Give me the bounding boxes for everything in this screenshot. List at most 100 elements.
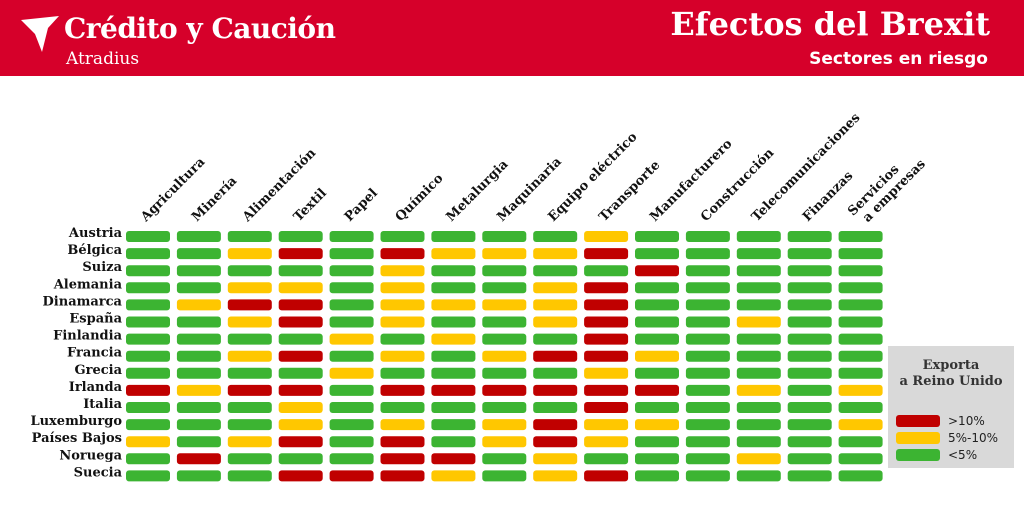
heatmap-cell: [329, 333, 374, 345]
heatmap-cell: [533, 350, 578, 362]
heatmap-cell: [176, 248, 221, 260]
heatmap-cell: [685, 316, 730, 328]
row-label-austria: Austria: [68, 226, 123, 241]
heatmap-cell: [278, 384, 323, 396]
heatmap-cell: [431, 231, 476, 242]
heatmap-cell: [584, 419, 629, 431]
heatmap-cell: [278, 248, 323, 260]
heatmap-cell: [227, 265, 272, 277]
heatmap-cell: [482, 402, 527, 413]
heatmap-cell: [635, 316, 679, 328]
heatmap-cell: [685, 231, 730, 242]
heatmap-cell: [533, 470, 578, 482]
heatmap-cell: [380, 419, 425, 431]
heatmap-cell: [431, 402, 476, 413]
heatmap-cell: [584, 384, 629, 396]
heatmap-cell: [380, 350, 425, 362]
heatmap-cell: [227, 453, 272, 465]
heatmap-cell: [635, 265, 679, 277]
heatmap-cell: [126, 402, 170, 413]
heatmap-cell: [584, 316, 629, 328]
heatmap-cell: [787, 453, 832, 465]
legend-label-high: >10%: [948, 414, 985, 428]
heatmap-cell: [685, 436, 730, 448]
heatmap-cell: [838, 453, 883, 465]
heatmap-cell: [838, 402, 883, 413]
heatmap-cell: [380, 231, 425, 242]
column-label-mineria: Minería: [189, 173, 241, 225]
heatmap-cell: [329, 402, 374, 413]
heatmap-cell: [736, 436, 781, 448]
heatmap-cell: [329, 282, 374, 294]
column-label-quimico: Químico: [393, 171, 447, 225]
heatmap-cell: [126, 333, 170, 345]
heatmap-cell: [685, 402, 730, 413]
heatmap-cell: [635, 470, 679, 482]
heatmap-cell: [482, 419, 527, 431]
heatmap-cell: [838, 299, 883, 311]
heatmap-cell: [431, 299, 476, 311]
heatmap-cell: [685, 453, 730, 465]
heatmap-cell: [838, 231, 883, 242]
heatmap-cell: [482, 436, 527, 448]
row-label-suiza: Suiza: [82, 260, 122, 275]
heatmap-cell: [685, 299, 730, 311]
heatmap-cell: [380, 453, 425, 465]
heatmap-cell: [126, 350, 170, 362]
heatmap-cell: [736, 265, 781, 277]
heatmap-cell: [584, 350, 629, 362]
heatmap-cell: [227, 333, 272, 345]
heatmap-cell: [227, 350, 272, 362]
header-banner: Crédito y Caución Atradius Efectos del B…: [0, 0, 1024, 76]
heatmap-cell: [787, 299, 832, 311]
heatmap-cell: [126, 453, 170, 465]
heatmap-cell: [126, 265, 170, 277]
heatmap-cell: [126, 248, 170, 260]
row-label-noruega: Noruega: [59, 448, 122, 463]
column-label-textil: Textil: [291, 186, 330, 225]
heatmap-cell: [635, 299, 679, 311]
heatmap-cell: [176, 367, 221, 379]
heatmap-cell: [176, 402, 221, 413]
heatmap-cell: [482, 316, 527, 328]
heatmap-cell: [838, 470, 883, 482]
heatmap-cell: [787, 265, 832, 277]
heatmap-cell: [329, 436, 374, 448]
heatmap-cell: [227, 248, 272, 260]
heatmap-cell: [635, 248, 679, 260]
heatmap-cell: [736, 402, 781, 413]
heatmap-cell: [787, 350, 832, 362]
heatmap-cell: [278, 231, 323, 242]
heatmap-cell: [533, 299, 578, 311]
heatmap-cell: [584, 299, 629, 311]
heatmap-cell: [380, 248, 425, 260]
heatmap-cell: [685, 470, 730, 482]
heatmap-cell: [176, 384, 221, 396]
heatmap-cell: [431, 350, 476, 362]
heatmap-cell: [482, 350, 527, 362]
heatmap-cell: [278, 316, 323, 328]
heatmap-cell: [380, 470, 425, 482]
heatmap-cell: [329, 470, 374, 482]
heatmap-cell: [126, 470, 170, 482]
legend-title-line1: Exporta: [922, 358, 980, 373]
heatmap-cell: [126, 384, 170, 396]
heatmap-cell: [380, 436, 425, 448]
heatmap-cell: [380, 265, 425, 277]
heatmap-cell: [787, 316, 832, 328]
heatmap-cell: [227, 384, 272, 396]
heatmap-cell: [635, 402, 679, 413]
legend-swatch-medium: [896, 432, 940, 444]
heatmap-cell: [838, 333, 883, 345]
heatmap-cell: [482, 282, 527, 294]
heatmap-cell: [635, 350, 679, 362]
heatmap-cell: [329, 299, 374, 311]
heatmap-cell: [380, 282, 425, 294]
heatmap-cell: [227, 299, 272, 311]
heatmap-cell: [635, 419, 679, 431]
heatmap-cell: [278, 453, 323, 465]
heatmap-cell: [533, 453, 578, 465]
heatmap-cell: [431, 282, 476, 294]
heatmap-cell: [329, 367, 374, 379]
